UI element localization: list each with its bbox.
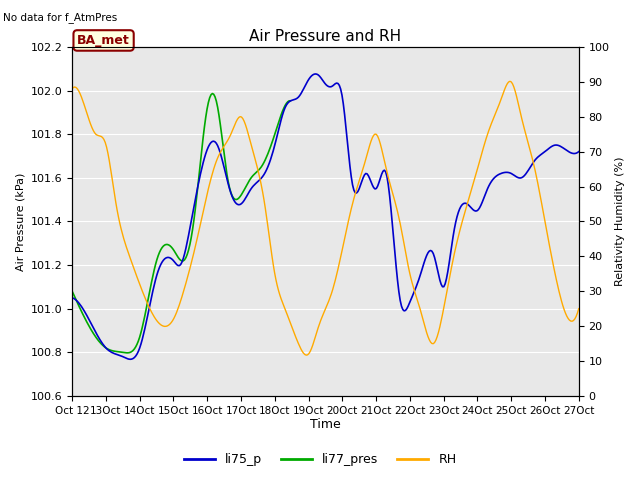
- Y-axis label: Relativity Humidity (%): Relativity Humidity (%): [615, 156, 625, 286]
- X-axis label: Time: Time: [310, 419, 341, 432]
- Text: BA_met: BA_met: [77, 34, 130, 47]
- Text: No data for f_AtmPres: No data for f_AtmPres: [3, 12, 118, 23]
- Title: Air Pressure and RH: Air Pressure and RH: [250, 29, 401, 44]
- Legend: li75_p, li77_pres, RH: li75_p, li77_pres, RH: [179, 448, 461, 471]
- Y-axis label: Air Pressure (kPa): Air Pressure (kPa): [15, 172, 25, 271]
